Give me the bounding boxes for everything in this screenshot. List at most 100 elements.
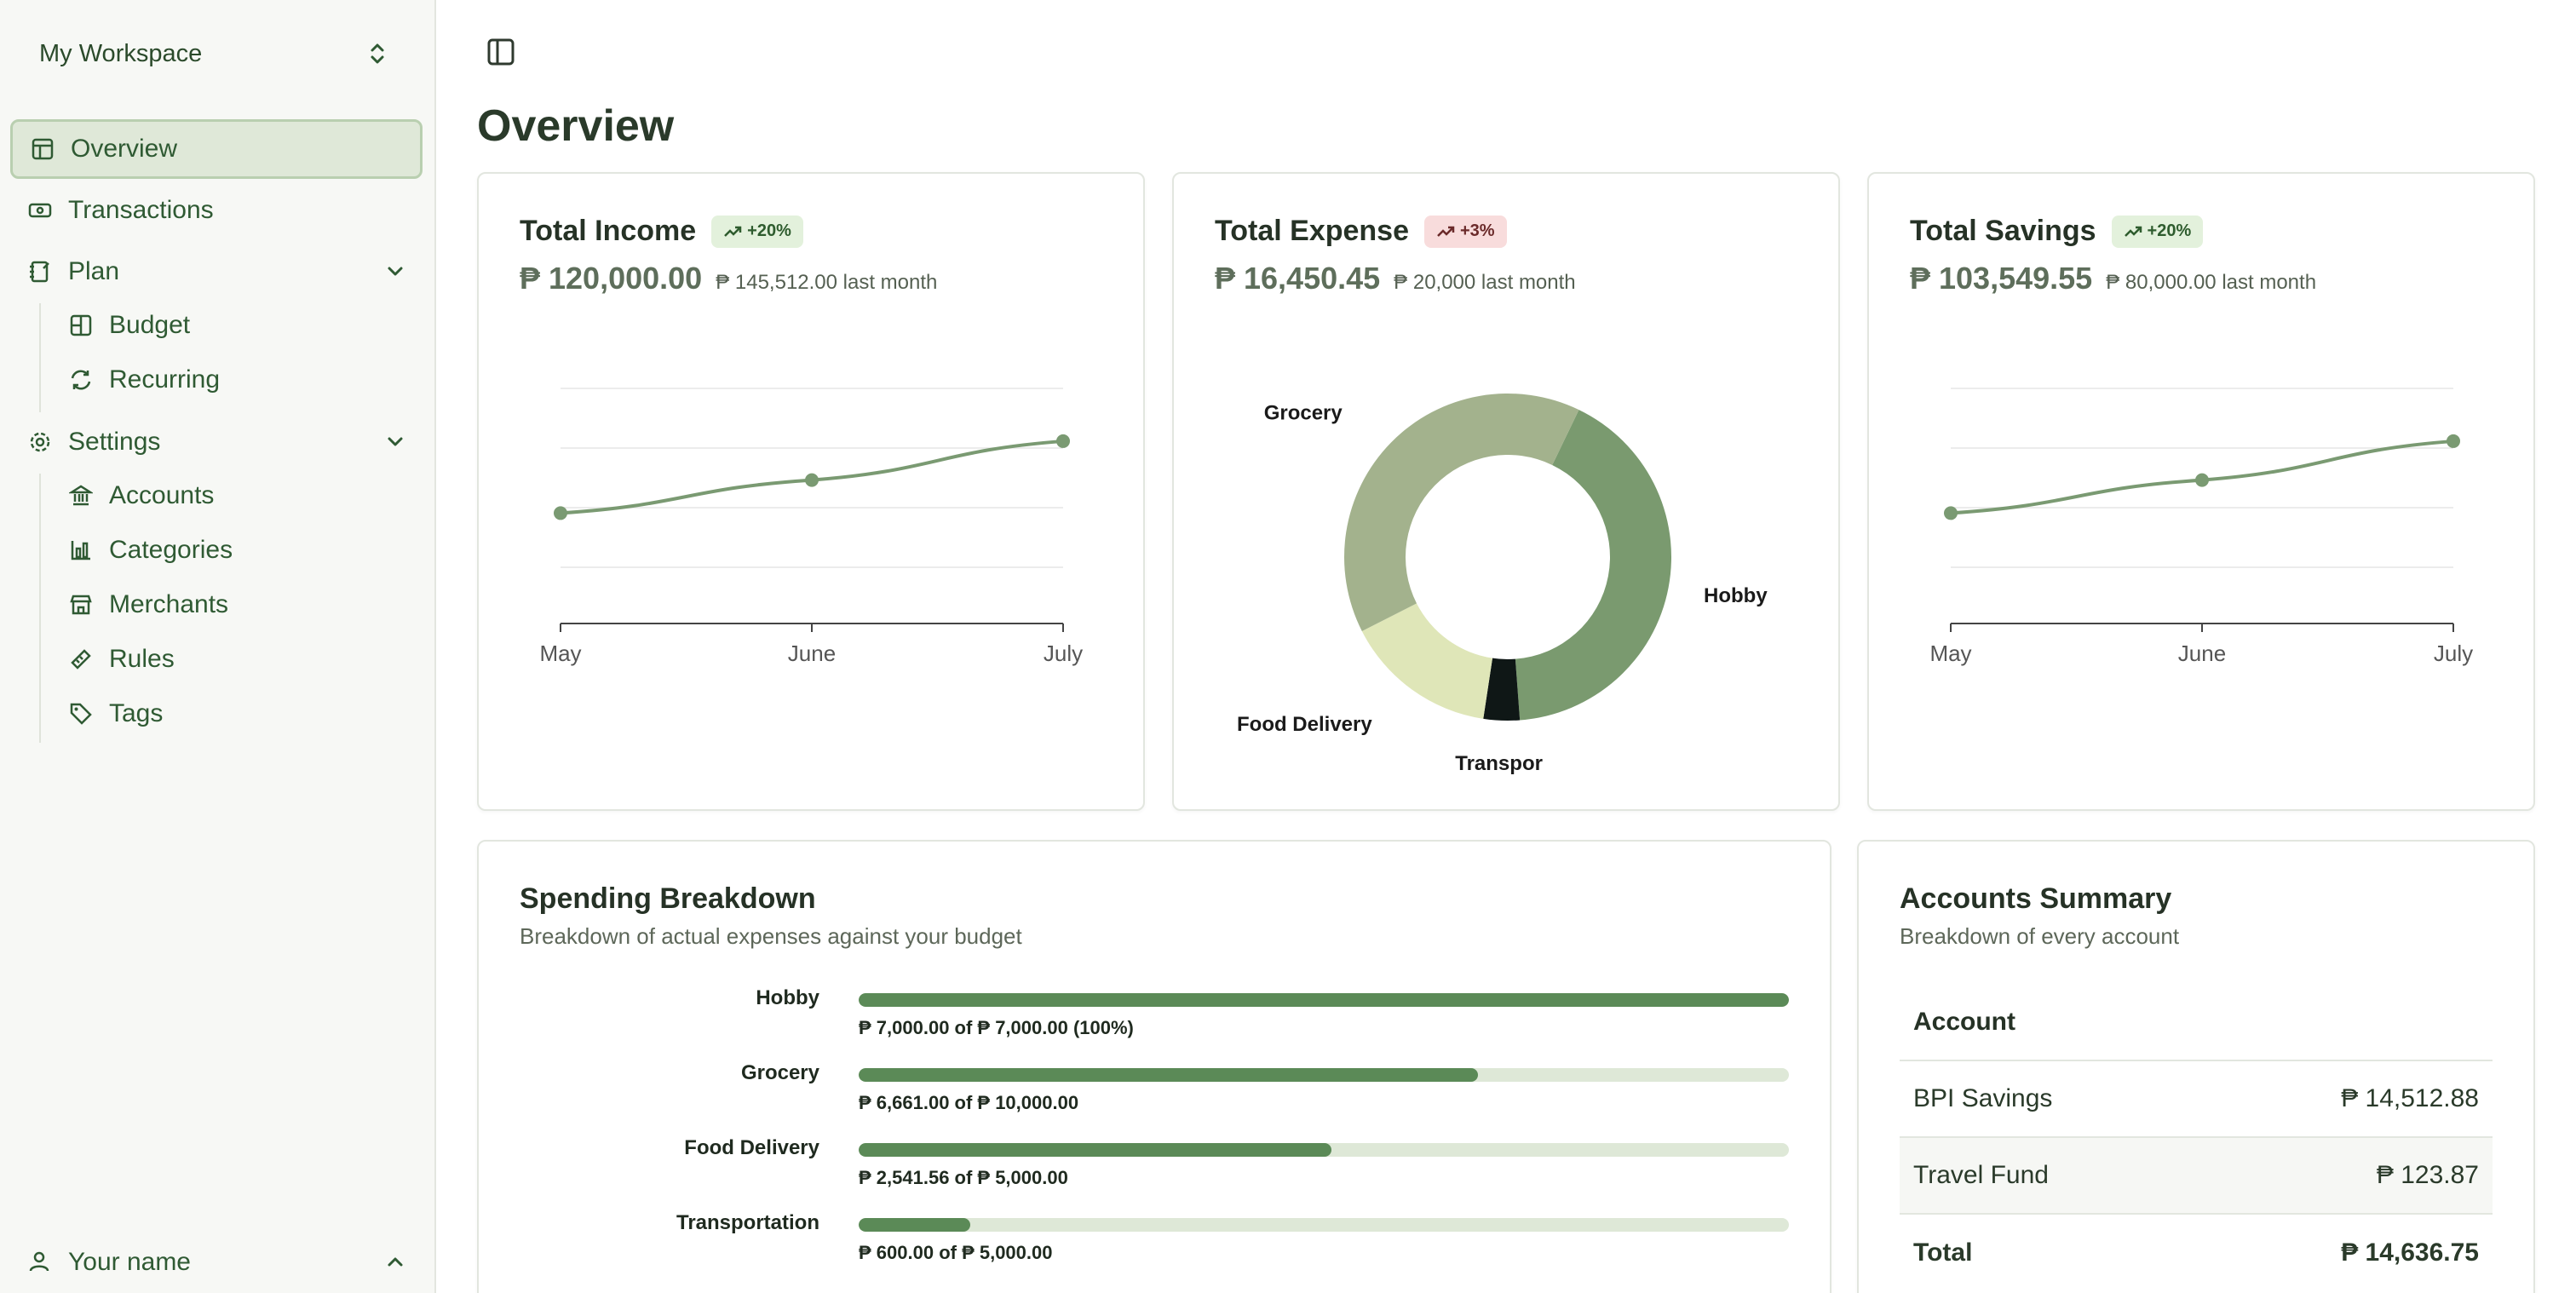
progress-fill — [859, 1218, 971, 1232]
table-row[interactable]: Travel Fund ₱ 123.87 — [1900, 1138, 2493, 1215]
sidebar-item-categories[interactable]: Categories — [68, 525, 233, 576]
progress-track — [859, 993, 1789, 1007]
donut-slice — [1515, 410, 1671, 721]
trend-badge: +3% — [1424, 215, 1507, 248]
spending-amount: ₱ 600.00 of ₱ 5,000.00 — [859, 1242, 1053, 1263]
total-savings-card: Total Savings +20% ₱ 103,549.55 ₱ 80,000… — [1867, 172, 2535, 811]
sidebar-item-recurring[interactable]: Recurring — [68, 354, 220, 405]
user-menu[interactable]: Your name — [10, 1237, 423, 1288]
trend-badge: +20% — [711, 215, 803, 248]
section-subtitle: Breakdown of actual expenses against you… — [520, 923, 1022, 949]
chevron-up-icon — [388, 1257, 403, 1267]
ruler-icon — [68, 646, 94, 672]
trend-badge: +20% — [2111, 215, 2204, 248]
spending-amount: ₱ 7,000.00 of ₱ 7,000.00 (100%) — [859, 1017, 1134, 1038]
sidebar-item-plan[interactable]: Plan — [10, 242, 423, 302]
trending-up-icon — [2124, 226, 2142, 237]
sidebar-item-label: Tags — [109, 699, 164, 727]
sidebar-item-settings[interactable]: Settings — [10, 412, 423, 472]
account-value: ₱ 14,636.75 — [2341, 1238, 2479, 1267]
last-month-value: ₱ 145,512.00 last month — [716, 271, 938, 294]
spending-category-label: Transportation — [676, 1211, 819, 1234]
sidebar-item-label: Recurring — [109, 365, 221, 394]
sidebar-item-label: Categories — [109, 536, 233, 564]
layout-icon — [30, 136, 55, 162]
trending-up-icon — [724, 226, 742, 237]
card-amount: ₱ 120,000.00 ₱ 145,512.00 last month — [520, 261, 937, 296]
data-point — [1056, 434, 1070, 448]
progress-fill — [859, 1143, 1331, 1157]
x-tick-label: May — [1929, 641, 1971, 666]
slice-label: Transpor — [1455, 752, 1543, 775]
last-month-value: ₱ 20,000 last month — [1394, 271, 1576, 294]
donut-slice — [1344, 394, 1579, 631]
user-icon — [27, 1250, 53, 1275]
progress-track — [859, 1068, 1789, 1082]
sidebar-item-accounts[interactable]: Accounts — [68, 470, 214, 521]
sidebar-item-tags[interactable]: Tags — [68, 688, 163, 739]
gear-icon — [27, 429, 53, 455]
x-tick-label: June — [2178, 641, 2226, 666]
user-name: Your name — [68, 1248, 191, 1276]
sidebar-item-merchants[interactable]: Merchants — [68, 579, 228, 630]
sidebar-item-label: Accounts — [109, 481, 215, 509]
sidebar-toggle-icon[interactable] — [486, 36, 518, 68]
slice-label: Hobby — [1704, 584, 1768, 607]
badge-text: +20% — [747, 221, 791, 240]
card-title: Total Expense +3% — [1215, 215, 1507, 248]
table-header: Account — [1900, 985, 2493, 1061]
data-point — [1944, 506, 1958, 520]
sidebar-item-overview[interactable]: Overview — [10, 119, 423, 179]
badge-text: +3% — [1460, 221, 1495, 240]
x-tick-label: July — [2434, 641, 2473, 666]
table-row[interactable]: BPI Savings ₱ 14,512.88 — [1900, 1061, 2493, 1138]
income-line-chart: May June July — [539, 388, 1083, 666]
table-row-total: Total ₱ 14,636.75 — [1900, 1215, 2493, 1291]
account-value: ₱ 14,512.88 — [2341, 1084, 2479, 1112]
card-title: Total Savings +20% — [1910, 215, 2204, 248]
landmark-icon — [68, 483, 94, 509]
sidebar-item-budget[interactable]: Budget — [68, 300, 190, 351]
account-value: ₱ 123.87 — [2376, 1161, 2479, 1189]
x-tick-label: July — [1044, 641, 1083, 666]
card-title-text: Total Income — [520, 215, 697, 247]
last-month-value: ₱ 80,000.00 last month — [2106, 271, 2317, 294]
progress-fill — [859, 1068, 1479, 1082]
amount-value: ₱ 16,450.45 — [1215, 261, 1381, 296]
expense-donut-chart: Hobby Transpor Food Delivery Grocery — [1237, 394, 1768, 775]
section-subtitle: Breakdown of every account — [1900, 923, 2180, 949]
amount-value: ₱ 103,549.55 — [1910, 261, 2093, 296]
sidebar-item-label: Rules — [109, 645, 175, 673]
account-name: Travel Fund — [1913, 1161, 2049, 1189]
refresh-icon — [68, 367, 94, 393]
progress-fill — [859, 993, 1789, 1007]
donut-slice — [1483, 658, 1521, 721]
tag-icon — [68, 701, 94, 727]
total-expense-card: Total Expense +3% ₱ 16,450.45 ₱ 20,000 l… — [1172, 172, 1840, 811]
chevron-down-icon — [388, 437, 403, 446]
total-income-card: Total Income +20% ₱ 120,000.00 ₱ 145,512… — [477, 172, 1145, 811]
spending-row: Food Delivery ₱ 2,541.56 of ₱ 5,000.00 — [479, 1136, 1833, 1204]
badge-text: +20% — [2147, 221, 2192, 240]
slice-label: Food Delivery — [1237, 713, 1372, 736]
workspace-switcher[interactable]: My Workspace — [17, 31, 409, 77]
bar-chart-icon — [68, 537, 94, 563]
spending-category-label: Hobby — [756, 986, 819, 1009]
workspace-name: My Workspace — [39, 39, 203, 67]
card-title-text: Total Expense — [1215, 215, 1409, 247]
spending-category-label: Food Delivery — [684, 1136, 819, 1159]
trending-up-icon — [1437, 226, 1455, 237]
notebook-pen-icon — [27, 259, 53, 284]
progress-track — [859, 1143, 1789, 1157]
section-title: Accounts Summary — [1900, 882, 2172, 915]
sidebar-item-rules[interactable]: Rules — [68, 634, 175, 685]
spending-amount: ₱ 6,661.00 of ₱ 10,000.00 — [859, 1092, 1079, 1113]
account-name: BPI Savings — [1913, 1084, 2053, 1112]
spending-row: Transportation ₱ 600.00 of ₱ 5,000.00 — [479, 1211, 1833, 1279]
donut-slice — [1361, 603, 1493, 719]
sidebar-item-transactions[interactable]: Transactions — [10, 181, 423, 240]
x-tick-label: June — [788, 641, 836, 666]
x-tick-label: May — [539, 641, 581, 666]
slice-label: Grocery — [1264, 402, 1343, 425]
banknote-icon — [27, 198, 53, 223]
